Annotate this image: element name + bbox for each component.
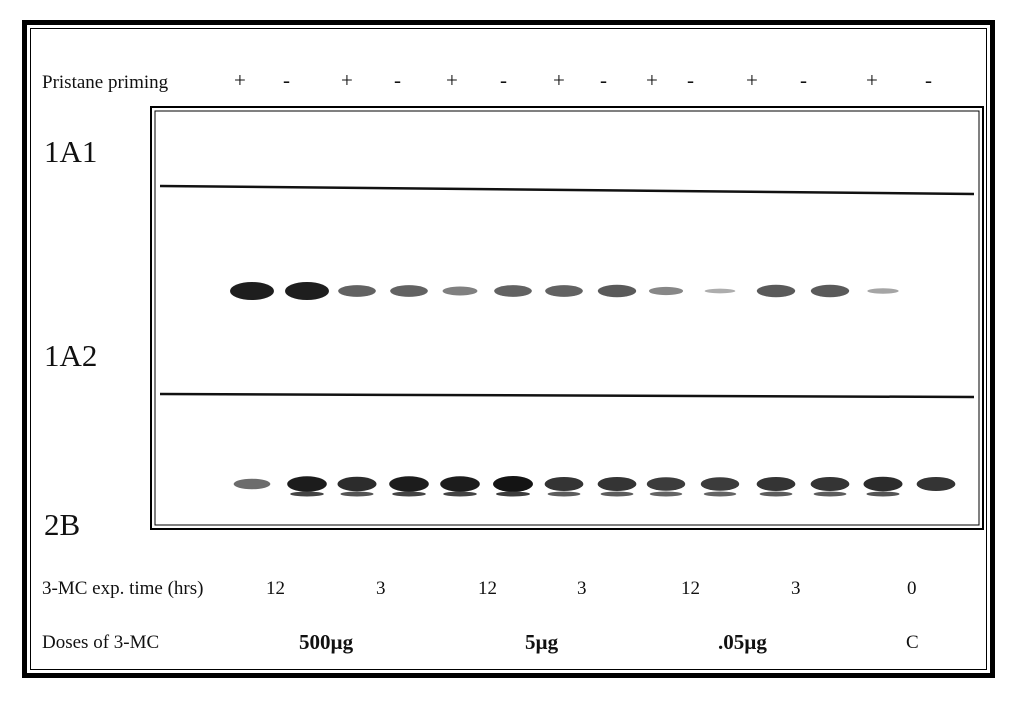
band-2b-lower: [703, 491, 737, 497]
band-2b: [646, 477, 686, 491]
band-2b: [233, 478, 271, 490]
priming-sign: +: [234, 68, 246, 92]
priming-sign: -: [687, 68, 694, 92]
band-2b-lower: [813, 491, 847, 497]
band-2b-lower: [340, 491, 374, 497]
band-label-1a1: 1A1: [44, 134, 98, 169]
gel-inner-border: [154, 110, 980, 526]
divider-line-1a2: [159, 392, 975, 399]
priming-sign: -: [925, 68, 932, 92]
dose-value: 5µg: [525, 630, 559, 654]
band-1a2: [867, 288, 899, 294]
figure-frame: [22, 20, 995, 678]
band-1a2: [704, 288, 736, 294]
band-1a2: [494, 285, 532, 297]
priming-sign: +: [553, 68, 565, 92]
exposure-time: 0: [907, 578, 917, 599]
dose-value: C: [906, 632, 919, 653]
band-2b: [916, 477, 956, 491]
band-1a2: [545, 285, 583, 297]
exposure-time: 12: [266, 578, 285, 599]
band-2b-lower: [866, 491, 900, 497]
band-2b-lower: [547, 491, 581, 497]
exposure-time: 12: [478, 578, 497, 599]
priming-sign: -: [600, 68, 607, 92]
band-2b: [440, 476, 480, 492]
band-1a2: [390, 285, 428, 297]
priming-sign: +: [866, 68, 878, 92]
exposure-time: 3: [577, 578, 587, 599]
gel-image: [150, 106, 984, 530]
priming-sign: -: [800, 68, 807, 92]
band-2b-lower: [290, 491, 324, 497]
priming-sign: +: [446, 68, 458, 92]
band-2b: [287, 476, 327, 492]
band-2b-lower: [443, 491, 477, 497]
band-label-2b: 2B: [44, 507, 81, 542]
band-2b-lower: [759, 491, 793, 497]
priming-sign: -: [394, 68, 401, 92]
dose-value: 500µg: [299, 630, 354, 654]
band-1a2: [285, 282, 329, 300]
band-1a2: [338, 285, 376, 297]
band-label-1a2: 1A2: [44, 338, 98, 373]
divider-line-1a1: [159, 184, 975, 196]
band-2b: [863, 476, 903, 492]
exposure-time: 3: [376, 578, 386, 599]
bands-2b-group: [233, 476, 956, 497]
band-2b-lower: [496, 491, 530, 497]
priming-sign: -: [283, 68, 290, 92]
band-1a2: [597, 284, 637, 298]
doses-row-label: Doses of 3-MC: [42, 632, 160, 653]
band-2b: [389, 476, 429, 492]
band-1a2: [756, 284, 796, 298]
gel-outer-border: [150, 106, 984, 530]
western-blot-gel: [150, 106, 984, 530]
band-1a2: [810, 284, 850, 298]
dose-value: .05µg: [718, 630, 767, 654]
band-1a2: [230, 282, 274, 300]
band-2b-lower: [392, 491, 426, 497]
figure-frame-inner: [30, 28, 987, 670]
priming-sign: +: [341, 68, 353, 92]
bands-1a2-group: [230, 282, 899, 300]
priming-sign: +: [746, 68, 758, 92]
band-1a2: [442, 286, 478, 296]
priming-sign: +: [646, 68, 658, 92]
exposure-time: 3: [791, 578, 801, 599]
band-2b: [810, 477, 850, 491]
band-2b-lower: [649, 491, 683, 497]
band-1a2: [648, 286, 684, 296]
band-2b-lower: [600, 491, 634, 497]
exposure-time: 12: [681, 578, 700, 599]
band-2b: [544, 477, 584, 491]
band-2b: [597, 477, 637, 491]
band-2b: [756, 477, 796, 491]
band-2b: [337, 476, 377, 492]
band-2b: [493, 476, 533, 492]
priming-row-label: Pristane priming: [42, 72, 169, 93]
exposure-row-label: 3-MC exp. time (hrs): [42, 578, 204, 599]
band-2b: [700, 477, 740, 491]
priming-sign: -: [500, 68, 507, 92]
